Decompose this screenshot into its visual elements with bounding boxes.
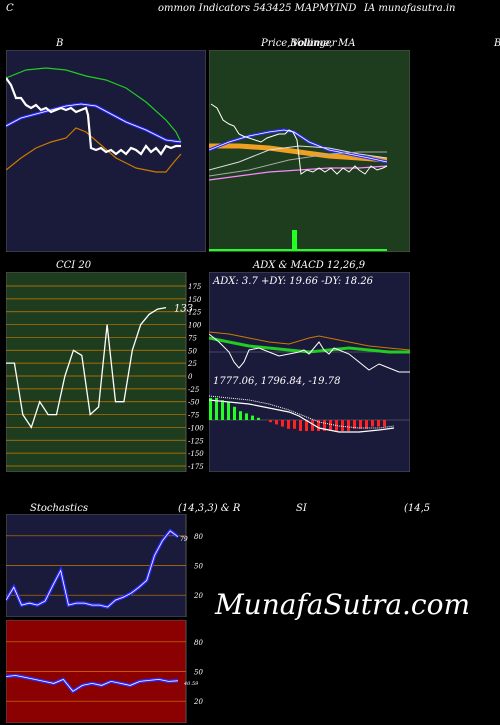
macd-hist-bar <box>257 417 260 420</box>
macd-hist-bar <box>347 420 350 431</box>
stoch-title-left: Stochastics <box>30 503 88 514</box>
bb-upper-line <box>6 67 182 143</box>
adx-orange-line <box>209 331 410 351</box>
macd-hist-bar <box>353 420 356 429</box>
cci-tick-label: 175 <box>188 283 202 291</box>
adx-panel: ADX: 3.7 +DY: 19.66 -DY: 18.26 1777.06, … <box>209 272 410 472</box>
stoch-d-line <box>6 530 179 608</box>
macd-hist-bar <box>341 420 344 431</box>
price-title-3: MA <box>338 38 356 49</box>
stochastics-panel: 80 50 20 79 <box>6 514 203 617</box>
ma-white-line-2 <box>209 151 387 177</box>
macd-hist-bar <box>299 420 302 431</box>
macd-line <box>209 399 395 433</box>
price-title-2: Volume, <box>292 38 333 49</box>
macd-hist-bar <box>377 420 380 427</box>
macd-hist-bar <box>209 398 212 420</box>
stoch-title-right: (14,5 <box>404 503 431 514</box>
price-volume-panel <box>209 50 410 252</box>
cci-panel: 175 150 125 100 75 50 25 0 -25 -50 -75 -100 -125 -150… <box>6 272 204 472</box>
macd-hist-bar <box>365 420 368 429</box>
bollinger-panel <box>6 50 206 252</box>
adx-white-line <box>209 333 410 373</box>
price-title-overlap: Bollinger <box>290 38 337 49</box>
macd-hist-bar <box>215 398 218 420</box>
macd-hist-bar <box>269 420 272 423</box>
cci-tick-label: 150 <box>188 296 202 304</box>
macd-hist-bar <box>281 420 284 427</box>
cci-tick-label: -50 <box>188 399 200 407</box>
watermark: MunafaSutra.com <box>215 588 471 621</box>
ma-pink-line <box>209 165 388 181</box>
bollinger-title: B <box>56 38 64 49</box>
macd-hist-bar <box>335 420 338 431</box>
macd-hist-bar <box>311 420 314 431</box>
header-center: ommon Indicators 543425 MAPMYIND <box>158 3 357 14</box>
macd-hist-bar <box>293 420 296 429</box>
price-title-1: Price, <box>261 38 291 49</box>
macd-hist-bar <box>239 411 242 420</box>
cci-tick-label: -100 <box>188 424 204 432</box>
bb-price-line <box>6 77 181 156</box>
adx-readout: ADX: 3.7 +DY: 19.66 -DY: 18.26 <box>212 276 374 287</box>
cci-value-label: 133 <box>174 304 193 315</box>
rsi-tick-label: 80 <box>194 639 203 647</box>
macd-hist-bar <box>359 420 362 429</box>
rsi-line-inner <box>6 675 179 692</box>
macd-hist-bar <box>233 406 236 420</box>
cci-tick-label: 100 <box>188 322 202 330</box>
rsi-panel: 80 50 20 40.59 <box>6 620 203 723</box>
cci-tick-label: -25 <box>188 386 200 394</box>
cci-line <box>6 306 167 429</box>
bb-lower-line <box>6 127 182 173</box>
macd-hist-bar <box>383 420 386 427</box>
adx-green-line <box>209 336 410 354</box>
macd-hist-bar <box>287 420 290 429</box>
stoch-tick-label: 50 <box>194 563 203 571</box>
stoch-title-mid: (14,3,3) & R <box>178 503 241 514</box>
macd-hist-bar <box>221 400 224 420</box>
rsi-tick-label: 50 <box>194 669 203 677</box>
macd-hist-bar <box>323 420 326 431</box>
macd-hist-bar <box>275 420 278 425</box>
macd-hist-bar <box>329 420 332 431</box>
macd-hist-bar <box>227 402 230 420</box>
adx-title: ADX & MACD 12,26,9 <box>253 260 366 271</box>
price-white-line <box>210 103 388 175</box>
cci-tick-label: -125 <box>188 437 204 445</box>
cci-tick-label: 75 <box>188 334 197 342</box>
cci-tick-label: 50 <box>188 347 197 355</box>
header-right: IA munafasutra.in <box>364 3 456 14</box>
cci-tick-label: -75 <box>188 412 200 420</box>
macd-hist-bar <box>245 413 248 420</box>
macd-hist-bar <box>251 415 254 420</box>
macd-hist-bar <box>317 420 320 431</box>
rsi-tick-label: 20 <box>193 698 203 706</box>
macd-hist-bar <box>371 420 374 427</box>
stoch-value-label: 79 <box>180 536 188 543</box>
macd-readout: 1777.06, 1796.84, -19.78 <box>213 376 340 387</box>
cci-tick-label: 0 <box>188 373 193 381</box>
bb-mid-line-inner <box>6 103 182 143</box>
volume-bar <box>292 230 297 250</box>
stoch-title-si: SI <box>296 503 307 514</box>
cci-tick-label: -175 <box>188 463 204 471</box>
macd-signal-line <box>209 395 395 429</box>
macd-histogram <box>209 398 386 431</box>
cci-tick-label: -150 <box>188 450 204 458</box>
cci-tick-label: 25 <box>187 360 197 368</box>
macd-hist-bar <box>305 420 308 431</box>
cci-tick-label: 125 <box>188 309 202 317</box>
stoch-tick-label: 80 <box>194 533 203 541</box>
ma-white-line-1 <box>209 145 388 171</box>
right-edge-letter: B <box>494 38 500 49</box>
cci-plot-bg <box>6 272 187 472</box>
ma-orange-band <box>209 143 388 163</box>
stoch-tick-label: 20 <box>193 592 203 600</box>
header-left: C <box>6 3 14 14</box>
cci-title: CCI 20 <box>56 260 92 271</box>
ma-blue-inner <box>209 129 388 163</box>
rsi-value-label: 40.59 <box>183 681 199 687</box>
